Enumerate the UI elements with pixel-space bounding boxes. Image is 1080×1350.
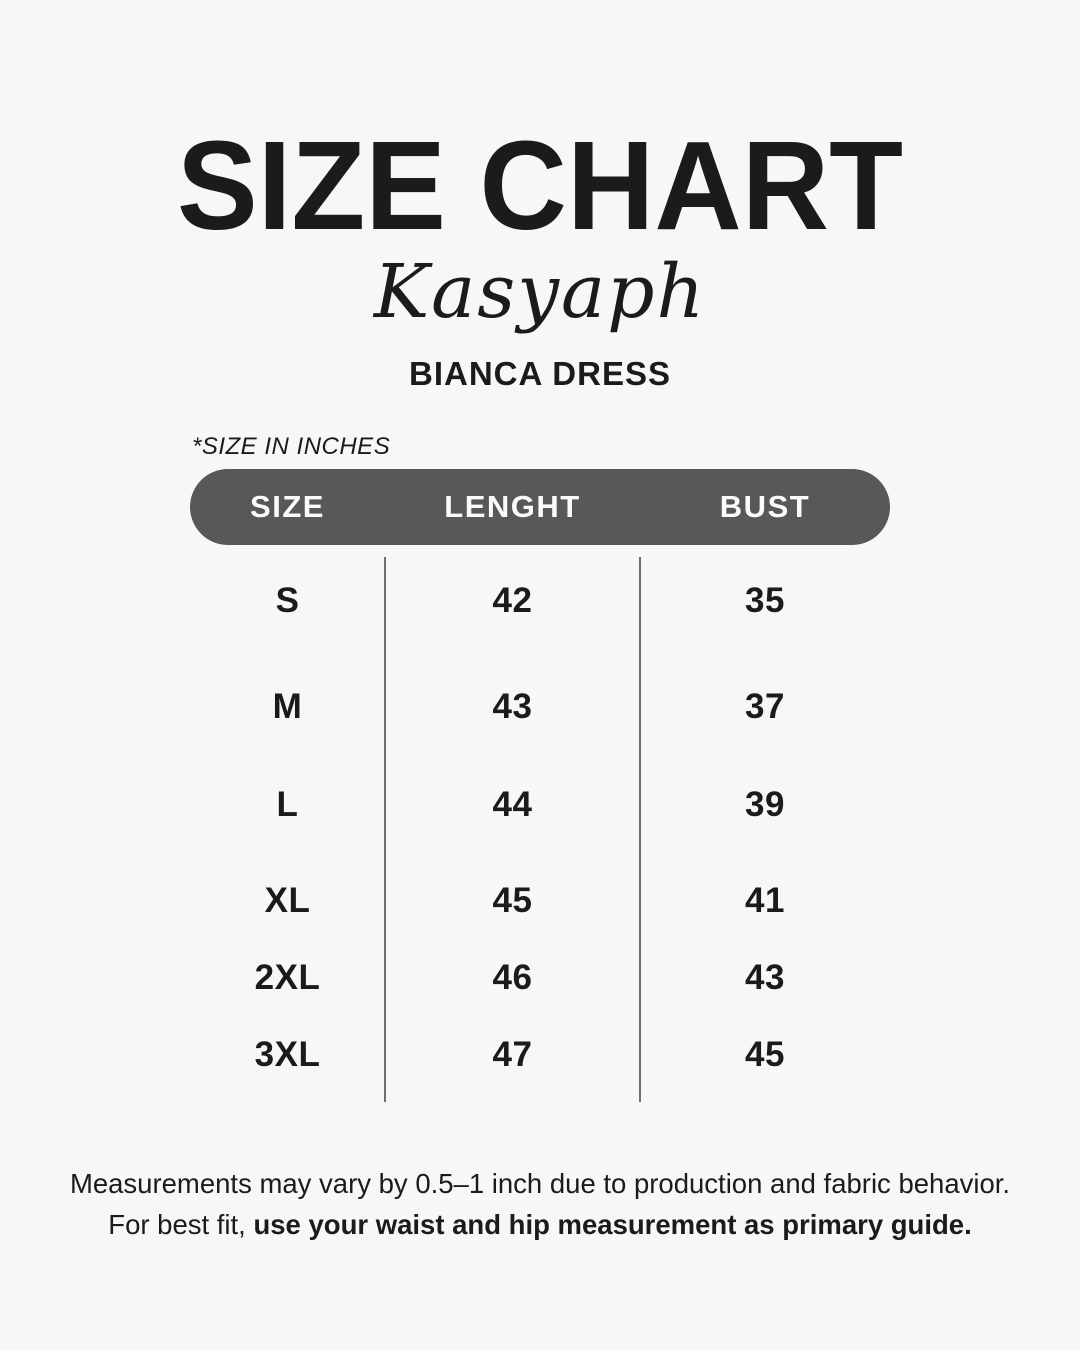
brand-signature: Kasyaph [373,249,707,335]
table-row: S 42 35 [190,545,890,657]
size-cell: 3XL [254,1035,321,1074]
footer-line-1: Measurements may vary by 0.5–1 inch due … [69,1168,1011,1199]
table-row: XL 45 41 [190,853,890,949]
table-row: 2XL 46 43 [190,949,890,1007]
page-title: SIZE CHART [177,114,903,256]
footer-line-2-bold: use your waist and hip measurement as pr… [253,1209,972,1240]
length-cell: 43 [492,687,533,726]
length-cell: 47 [492,1035,533,1074]
column-divider [639,557,641,1102]
size-cell: L [276,785,299,824]
unit-note: *SIZE IN INCHES [192,433,391,460]
footer-disclaimer: Measurements may vary by 0.5–1 inch due … [0,1163,1080,1245]
note-wrap: *SIZE IN INCHES [190,433,890,461]
size-cell: 2XL [254,958,321,997]
column-header-size: SIZE [250,489,325,524]
size-cell: XL [264,881,311,920]
bust-cell: 41 [745,881,785,920]
column-header-bust: BUST [719,489,811,524]
table-body: S 42 35 M 43 37 L 44 39 XL 45 41 2XL 46 [190,545,890,1103]
table-header-bar: SIZE LENGHT BUST [190,469,890,545]
size-cell: M [272,687,303,726]
bust-cell: 43 [745,958,785,997]
footer-line-2: For best fit, use your waist and hip mea… [0,1204,1080,1245]
length-cell: 42 [492,581,533,620]
bust-cell: 39 [745,785,785,824]
bust-cell: 37 [745,687,785,726]
column-divider [384,557,386,1102]
size-table: SIZE LENGHT BUST S 42 35 M 43 37 L 44 39 [190,469,890,1103]
length-cell: 44 [492,785,533,824]
table-row: M 43 37 [190,657,890,757]
product-name: BIANCA DRESS [409,355,671,392]
length-cell: 45 [492,881,533,920]
size-cell: S [275,581,300,620]
column-header-length: LENGHT [444,489,581,524]
table-row: 3XL 47 45 [190,1007,890,1103]
table-row: L 44 39 [190,757,890,853]
bust-cell: 45 [745,1035,785,1074]
length-cell: 46 [492,958,533,997]
bust-cell: 35 [745,581,785,620]
footer-line-2-regular: For best fit, [108,1209,254,1240]
